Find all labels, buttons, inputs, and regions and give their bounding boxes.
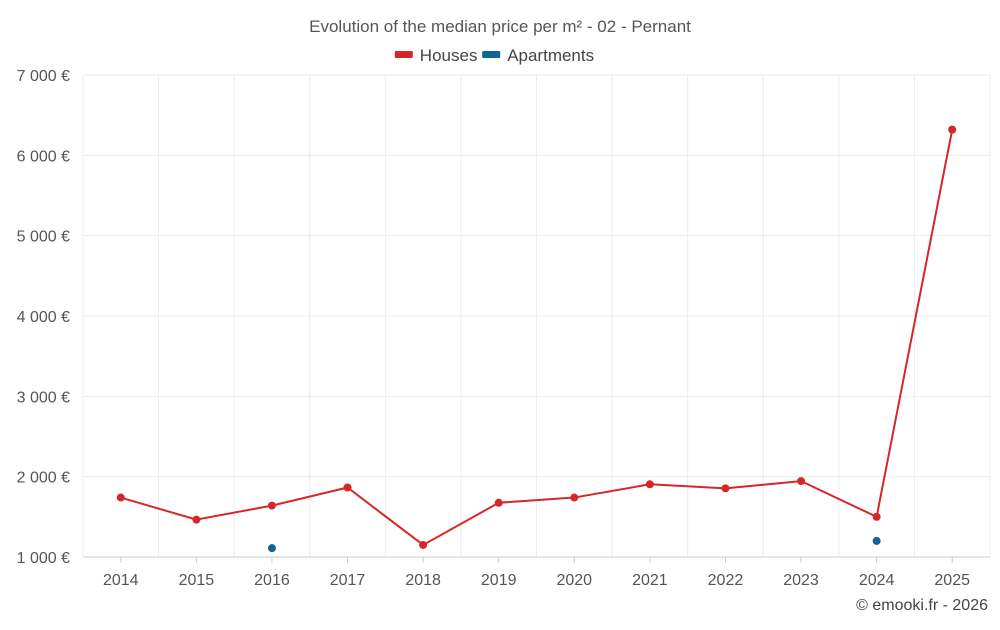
houses-data-point: [494, 498, 503, 507]
x-tick-label: 2016: [254, 572, 290, 589]
apartments-data-point: [267, 544, 276, 553]
houses-data-point: [948, 125, 957, 134]
houses-data-point: [645, 480, 654, 489]
legend: Houses Apartments: [394, 46, 594, 65]
y-tick-label: 6 000 €: [17, 148, 70, 165]
houses-data-point: [797, 477, 806, 486]
x-tick-label: 2017: [330, 572, 366, 589]
houses-series-line: [120, 129, 954, 547]
houses-data-point: [721, 484, 730, 493]
x-tick-label: 2014: [103, 572, 139, 589]
x-tick-label: 2023: [783, 572, 819, 589]
y-tick-label: 5 000 €: [17, 229, 70, 246]
x-tick-label: 2021: [632, 572, 668, 589]
grid: [82, 74, 991, 558]
x-tick-label: 2024: [859, 572, 895, 589]
chart-title: Evolution of the median price per m² - 0…: [309, 17, 691, 36]
legend-swatch-apartments: [482, 51, 501, 58]
houses-data-point: [872, 512, 881, 521]
x-tick-label: 2025: [934, 572, 970, 589]
houses-data-point: [116, 493, 125, 502]
y-tick-label: 4 000 €: [17, 309, 70, 326]
chart-footer: © emooki.fr - 2026: [856, 597, 988, 614]
y-tick-label: 7 000 €: [17, 68, 70, 85]
x-tick-label: 2020: [556, 572, 592, 589]
houses-data-point: [343, 483, 352, 492]
apartments-data-point: [872, 536, 881, 545]
houses-data-point: [267, 501, 276, 510]
houses-data-point: [192, 515, 201, 524]
y-tick-label: 1 000 €: [17, 550, 70, 567]
x-tick-label: 2019: [481, 572, 517, 589]
y-tick-label: 3 000 €: [17, 389, 70, 406]
x-tick-label: 2018: [405, 572, 441, 589]
legend-label-houses: Houses: [420, 46, 478, 65]
houses-data-point: [570, 493, 579, 502]
y-tick-label: 2 000 €: [17, 470, 70, 487]
houses-data-point: [419, 540, 428, 549]
x-tick-label: 2022: [708, 572, 744, 589]
series-layer: [116, 125, 957, 553]
x-tick-label: 2015: [179, 572, 215, 589]
legend-label-apartments: Apartments: [507, 46, 594, 65]
axes: 1 000 € 2 000 € 3 000 € 4 000 € 5 000 € 6 000…: [17, 68, 990, 589]
legend-swatch-houses: [394, 51, 413, 58]
